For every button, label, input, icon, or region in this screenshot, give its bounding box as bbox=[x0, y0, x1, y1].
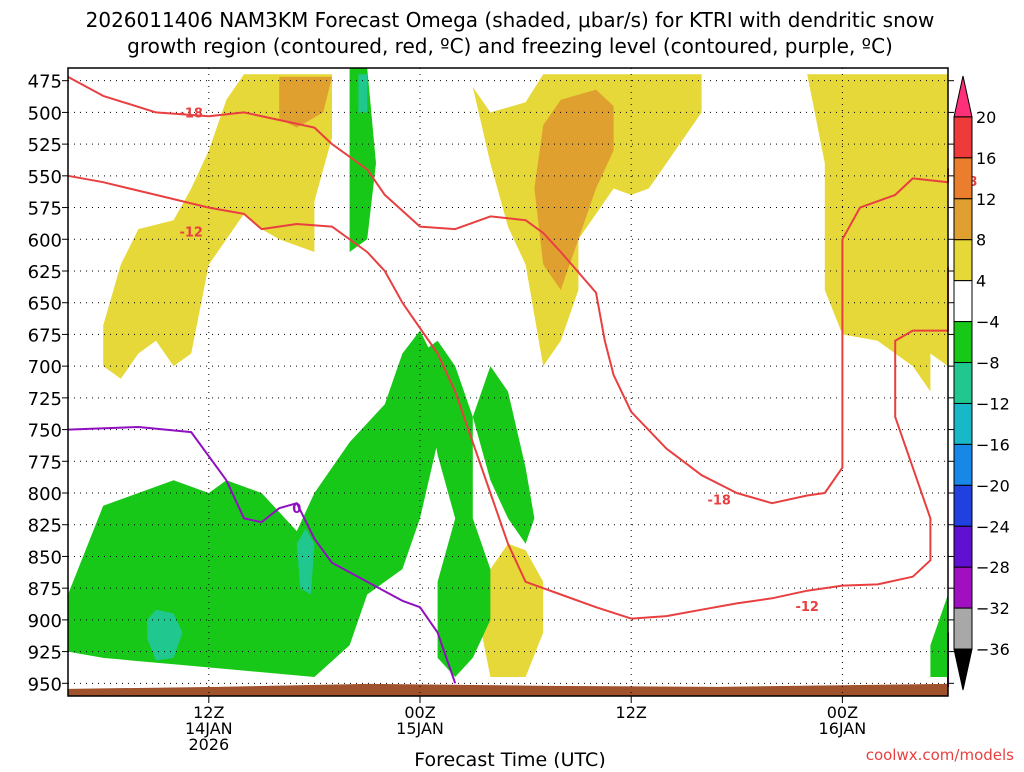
y-tick-label-14: 825 bbox=[28, 516, 62, 537]
y-tick-label-18: 925 bbox=[28, 643, 62, 664]
colorbar-segment-2 bbox=[953, 157, 973, 200]
y-tick-label-17: 900 bbox=[28, 611, 62, 632]
colorbar-segment-14 bbox=[953, 648, 973, 691]
omega-area-9 bbox=[472, 366, 535, 544]
colorbar-segment-11 bbox=[953, 525, 973, 568]
y-tick-label-13: 800 bbox=[28, 484, 62, 505]
colorbar-segment-12 bbox=[953, 566, 973, 609]
omega-area-11 bbox=[930, 588, 948, 677]
x-tick-label-3-1: 16JAN bbox=[819, 719, 867, 738]
omega-area-8 bbox=[420, 340, 491, 677]
omega-area-14 bbox=[296, 528, 315, 595]
omega-area-7 bbox=[68, 330, 438, 677]
x-tick-label-0-0: 12Z bbox=[193, 703, 224, 722]
y-tick-label-19: 950 bbox=[28, 674, 62, 695]
colorbar-segment-0 bbox=[953, 75, 973, 118]
y-tick-label-16: 875 bbox=[28, 579, 62, 600]
colorbar-label-7: −12 bbox=[976, 394, 1010, 413]
omega-area-15 bbox=[358, 74, 368, 113]
y-tick-label-11: 750 bbox=[28, 421, 62, 442]
y-tick-label-1: 500 bbox=[28, 103, 62, 124]
x-axis-label: Forecast Time (UTC) bbox=[414, 749, 605, 768]
x-tick-label-0-2: 2026 bbox=[188, 735, 229, 754]
colorbar-label-5: −4 bbox=[976, 313, 1000, 332]
omega-area-4 bbox=[481, 543, 544, 677]
colorbar-label-10: −24 bbox=[976, 517, 1010, 536]
colorbar-segment-8 bbox=[953, 402, 973, 445]
colorbar-segment-10 bbox=[953, 484, 973, 527]
y-tick-label-7: 650 bbox=[28, 294, 62, 315]
colorbar-segment-9 bbox=[953, 443, 973, 486]
colorbar-segment-5 bbox=[953, 280, 973, 323]
colorbar-label-9: −20 bbox=[976, 476, 1010, 495]
omega-area-6 bbox=[279, 76, 332, 128]
y-tick-label-10: 725 bbox=[28, 389, 62, 410]
colorbar-label-2: 12 bbox=[976, 190, 996, 209]
plot-frame bbox=[67, 67, 949, 697]
y-tick-label-0: 475 bbox=[28, 72, 62, 93]
colorbar: 20 16 12 8 4 −4 −8 −12 −16 −20 −24 −28 −32 −36 bbox=[953, 75, 1010, 691]
x-tick-label-2-0: 12Z bbox=[616, 703, 647, 722]
colorbar-label-13: −36 bbox=[976, 640, 1010, 659]
x-tick-label-1-0: 00Z bbox=[404, 703, 435, 722]
y-tick-label-9: 700 bbox=[28, 357, 62, 378]
contour-label-0: -18 bbox=[179, 106, 203, 121]
credit-text: coolwx.com/models bbox=[866, 746, 1014, 764]
contour-label-3: -12 bbox=[795, 600, 819, 615]
contour-label-5: 0 bbox=[292, 502, 301, 517]
colorbar-segment-3 bbox=[953, 198, 973, 241]
y-tick-label-12: 775 bbox=[28, 452, 62, 473]
colorbar-label-8: −16 bbox=[976, 435, 1010, 454]
colorbar-label-11: −28 bbox=[976, 558, 1010, 577]
y-tick-label-2: 525 bbox=[28, 135, 62, 156]
colorbar-label-1: 16 bbox=[976, 149, 996, 168]
x-tick-label-1-1: 15JAN bbox=[396, 719, 444, 738]
colorbar-label-4: 4 bbox=[976, 272, 986, 291]
x-tick-label-3-0: 00Z bbox=[827, 703, 858, 722]
omega-area-13 bbox=[147, 609, 183, 661]
contour-label-4: -18 bbox=[707, 493, 731, 508]
y-tick-label-3: 550 bbox=[28, 167, 62, 188]
terrain-surface bbox=[68, 683, 948, 696]
omega-area-10 bbox=[349, 68, 376, 252]
y-tick-label-4: 575 bbox=[28, 199, 62, 220]
omega-area-0 bbox=[103, 74, 332, 379]
colorbar-segment-6 bbox=[953, 321, 973, 364]
x-tick-label-0-1: 14JAN bbox=[185, 719, 233, 738]
contour-label-1: -12 bbox=[179, 226, 203, 241]
colorbar-segment-4 bbox=[953, 239, 973, 282]
colorbar-label-12: −32 bbox=[976, 599, 1010, 618]
y-tick-label-6: 625 bbox=[28, 262, 62, 283]
y-tick-label-15: 850 bbox=[28, 547, 62, 568]
omega-area-1 bbox=[472, 74, 702, 367]
colorbar-segment-1 bbox=[953, 116, 973, 159]
omega-area-5 bbox=[534, 89, 614, 290]
colorbar-segment-7 bbox=[953, 362, 973, 404]
contour-line-2 bbox=[67, 426, 457, 684]
chart-title-line2: growth region (contoured, red, ºC) and f… bbox=[127, 34, 893, 58]
colorbar-label-0: 20 bbox=[976, 108, 996, 127]
plot-area: -18-12-18-12-180475500525550575600625650… bbox=[28, 67, 977, 754]
y-tick-label-5: 600 bbox=[28, 230, 62, 251]
colorbar-label-6: −8 bbox=[976, 354, 1000, 373]
chart-title-line1: 2026011406 NAM3KM Forecast Omega (shaded… bbox=[86, 8, 935, 32]
colorbar-segment-13 bbox=[953, 607, 973, 650]
y-tick-label-8: 675 bbox=[28, 325, 62, 346]
colorbar-label-3: 8 bbox=[976, 231, 986, 250]
